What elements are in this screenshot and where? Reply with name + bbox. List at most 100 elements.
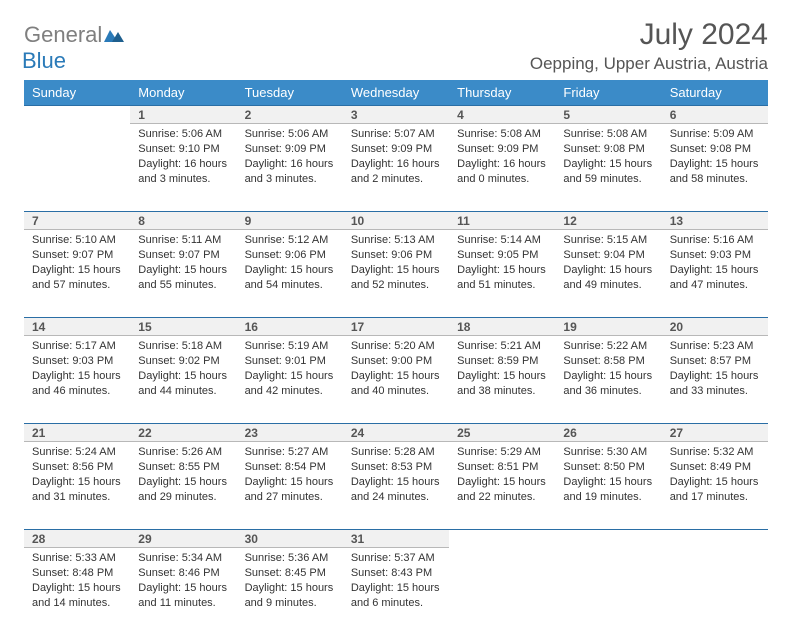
daylight-text-1: Daylight: 15 hours <box>138 475 228 490</box>
sunset-text: Sunset: 9:08 PM <box>563 142 653 157</box>
day-number-cell: 16 <box>237 318 343 336</box>
day-content-row: Sunrise: 5:33 AMSunset: 8:48 PM Daylight:… <box>24 548 768 636</box>
sunset-text: Sunset: 8:58 PM <box>563 354 653 369</box>
daylight-text-2: and 57 minutes. <box>32 278 122 293</box>
weekday-header: Saturday <box>662 80 768 106</box>
daylight-text-1: Daylight: 15 hours <box>32 369 122 384</box>
sunrise-text: Sunrise: 5:18 AM <box>138 339 228 354</box>
day-number-cell: 2 <box>237 106 343 124</box>
day-cell: Sunrise: 5:15 AMSunset: 9:04 PMDaylight:… <box>555 230 661 318</box>
daylight-text-2: and 38 minutes. <box>457 384 547 399</box>
sunset-text: Sunset: 9:09 PM <box>457 142 547 157</box>
sunset-text: Sunset: 8:43 PM <box>351 566 441 581</box>
day-number-cell: 3 <box>343 106 449 124</box>
weekday-header: Tuesday <box>237 80 343 106</box>
header: General Blue July 2024 Oepping, Upper Au… <box>24 18 768 74</box>
day-cell: Sunrise: 5:37 AMSunset: 8:43 PMDaylight:… <box>343 548 449 636</box>
daylight-text-1: Daylight: 15 hours <box>457 475 547 490</box>
daylight-text-1: Daylight: 16 hours <box>138 157 228 172</box>
sunset-text: Sunset: 9:03 PM <box>32 354 122 369</box>
sunrise-text: Sunrise: 5:11 AM <box>138 233 228 248</box>
daylight-text-1: Daylight: 15 hours <box>32 263 122 278</box>
day-number-cell: 18 <box>449 318 555 336</box>
day-cell: Sunrise: 5:14 AMSunset: 9:05 PMDaylight:… <box>449 230 555 318</box>
day-number-cell: 6 <box>662 106 768 124</box>
day-cell: Sunrise: 5:16 AMSunset: 9:03 PMDaylight:… <box>662 230 768 318</box>
logo-blue: Blue <box>22 48 66 73</box>
daylight-text-1: Daylight: 15 hours <box>245 475 335 490</box>
day-cell: Sunrise: 5:22 AMSunset: 8:58 PMDaylight:… <box>555 336 661 424</box>
day-number-cell: 25 <box>449 424 555 442</box>
day-cell: Sunrise: 5:20 AMSunset: 9:00 PMDaylight:… <box>343 336 449 424</box>
sunrise-text: Sunrise: 5:33 AM <box>32 551 122 566</box>
day-cell <box>449 548 555 636</box>
day-number-cell: 20 <box>662 318 768 336</box>
daylight-text-2: and 59 minutes. <box>563 172 653 187</box>
daylight-text-2: and 54 minutes. <box>245 278 335 293</box>
daylight-text-2: and 46 minutes. <box>32 384 122 399</box>
daylight-text-2: and 44 minutes. <box>138 384 228 399</box>
daylight-text-2: and 22 minutes. <box>457 490 547 505</box>
day-cell <box>24 124 130 212</box>
sunset-text: Sunset: 9:08 PM <box>670 142 760 157</box>
daylight-text-1: Daylight: 15 hours <box>670 263 760 278</box>
day-number-cell <box>662 530 768 548</box>
weekday-header: Friday <box>555 80 661 106</box>
day-number-row: 123456 <box>24 106 768 124</box>
daylight-text-2: and 17 minutes. <box>670 490 760 505</box>
day-number-cell: 8 <box>130 212 236 230</box>
day-number-cell: 21 <box>24 424 130 442</box>
daylight-text-1: Daylight: 15 hours <box>351 263 441 278</box>
sunset-text: Sunset: 8:50 PM <box>563 460 653 475</box>
day-number-cell: 30 <box>237 530 343 548</box>
daylight-text-1: Daylight: 15 hours <box>457 369 547 384</box>
daylight-text-2: and 52 minutes. <box>351 278 441 293</box>
daylight-text-2: and 40 minutes. <box>351 384 441 399</box>
sunset-text: Sunset: 9:01 PM <box>245 354 335 369</box>
sunrise-text: Sunrise: 5:08 AM <box>457 127 547 142</box>
daylight-text-2: and 6 minutes. <box>351 596 441 611</box>
daylight-text-1: Daylight: 15 hours <box>32 475 122 490</box>
day-content-row: Sunrise: 5:06 AMSunset: 9:10 PMDaylight:… <box>24 124 768 212</box>
sunrise-text: Sunrise: 5:37 AM <box>351 551 441 566</box>
sunset-text: Sunset: 8:45 PM <box>245 566 335 581</box>
sunrise-text: Sunrise: 5:28 AM <box>351 445 441 460</box>
daylight-text-1: Daylight: 15 hours <box>245 581 335 596</box>
sunrise-text: Sunrise: 5:13 AM <box>351 233 441 248</box>
sunset-text: Sunset: 9:07 PM <box>138 248 228 263</box>
day-number-cell: 28 <box>24 530 130 548</box>
daylight-text-2: and 33 minutes. <box>670 384 760 399</box>
daylight-text-2: and 49 minutes. <box>563 278 653 293</box>
sunset-text: Sunset: 9:02 PM <box>138 354 228 369</box>
day-cell: Sunrise: 5:08 AMSunset: 9:09 PMDaylight:… <box>449 124 555 212</box>
daylight-text-1: Daylight: 16 hours <box>457 157 547 172</box>
day-number-cell: 19 <box>555 318 661 336</box>
daylight-text-2: and 3 minutes. <box>138 172 228 187</box>
day-cell: Sunrise: 5:33 AMSunset: 8:48 PMDaylight:… <box>24 548 130 636</box>
sunrise-text: Sunrise: 5:21 AM <box>457 339 547 354</box>
day-number-cell: 27 <box>662 424 768 442</box>
sunrise-text: Sunrise: 5:36 AM <box>245 551 335 566</box>
day-cell: Sunrise: 5:24 AMSunset: 8:56 PMDaylight:… <box>24 442 130 530</box>
logo-general: General <box>24 22 102 47</box>
day-number-row: 78910111213 <box>24 212 768 230</box>
daylight-text-1: Daylight: 15 hours <box>245 263 335 278</box>
daylight-text-1: Daylight: 15 hours <box>670 369 760 384</box>
weekday-header: Sunday <box>24 80 130 106</box>
daylight-text-1: Daylight: 15 hours <box>138 263 228 278</box>
sunrise-text: Sunrise: 5:23 AM <box>670 339 760 354</box>
sunrise-text: Sunrise: 5:32 AM <box>670 445 760 460</box>
day-cell: Sunrise: 5:10 AMSunset: 9:07 PMDaylight:… <box>24 230 130 318</box>
day-cell: Sunrise: 5:13 AMSunset: 9:06 PMDaylight:… <box>343 230 449 318</box>
day-number-cell: 23 <box>237 424 343 442</box>
sunrise-text: Sunrise: 5:27 AM <box>245 445 335 460</box>
weekday-header: Thursday <box>449 80 555 106</box>
sunset-text: Sunset: 8:59 PM <box>457 354 547 369</box>
sunrise-text: Sunrise: 5:15 AM <box>563 233 653 248</box>
day-cell: Sunrise: 5:11 AMSunset: 9:07 PMDaylight:… <box>130 230 236 318</box>
sunrise-text: Sunrise: 5:20 AM <box>351 339 441 354</box>
daylight-text-2: and 3 minutes. <box>245 172 335 187</box>
daylight-text-1: Daylight: 15 hours <box>563 369 653 384</box>
sunset-text: Sunset: 8:48 PM <box>32 566 122 581</box>
day-cell: Sunrise: 5:32 AMSunset: 8:49 PMDaylight:… <box>662 442 768 530</box>
